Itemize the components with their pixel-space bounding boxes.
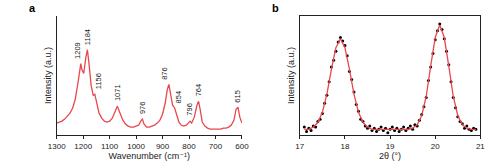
svg-text:1000: 1000 — [127, 142, 145, 151]
svg-text:1200: 1200 — [74, 142, 92, 151]
svg-text:Wavenumber (cm⁻¹): Wavenumber (cm⁻¹) — [109, 151, 190, 161]
svg-text:700: 700 — [209, 142, 223, 151]
svg-text:1156: 1156 — [94, 73, 103, 89]
svg-text:1071: 1071 — [113, 84, 122, 101]
svg-text:2θ (°): 2θ (°) — [379, 151, 401, 161]
svg-text:1184: 1184 — [83, 29, 92, 45]
svg-text:1100: 1100 — [101, 142, 119, 151]
svg-text:21: 21 — [476, 142, 485, 151]
svg-text:900: 900 — [156, 142, 170, 151]
svg-text:615: 615 — [233, 90, 242, 103]
svg-text:854: 854 — [174, 91, 183, 104]
svg-text:18: 18 — [340, 142, 349, 151]
svg-text:876: 876 — [160, 67, 169, 80]
svg-text:600: 600 — [235, 142, 249, 151]
svg-text:Intensity (a.u.): Intensity (a.u.) — [43, 47, 53, 104]
svg-text:19: 19 — [386, 142, 395, 151]
svg-text:17: 17 — [295, 142, 304, 151]
svg-text:b: b — [272, 2, 279, 14]
svg-text:1209: 1209 — [73, 42, 82, 59]
svg-text:20: 20 — [431, 142, 440, 151]
svg-text:1300: 1300 — [48, 142, 66, 151]
svg-text:Intensity (a.u.): Intensity (a.u.) — [286, 47, 296, 104]
svg-text:800: 800 — [182, 142, 196, 151]
svg-text:764: 764 — [194, 84, 203, 97]
svg-text:a: a — [29, 2, 36, 14]
svg-text:796: 796 — [185, 103, 194, 116]
svg-text:976: 976 — [138, 102, 147, 115]
